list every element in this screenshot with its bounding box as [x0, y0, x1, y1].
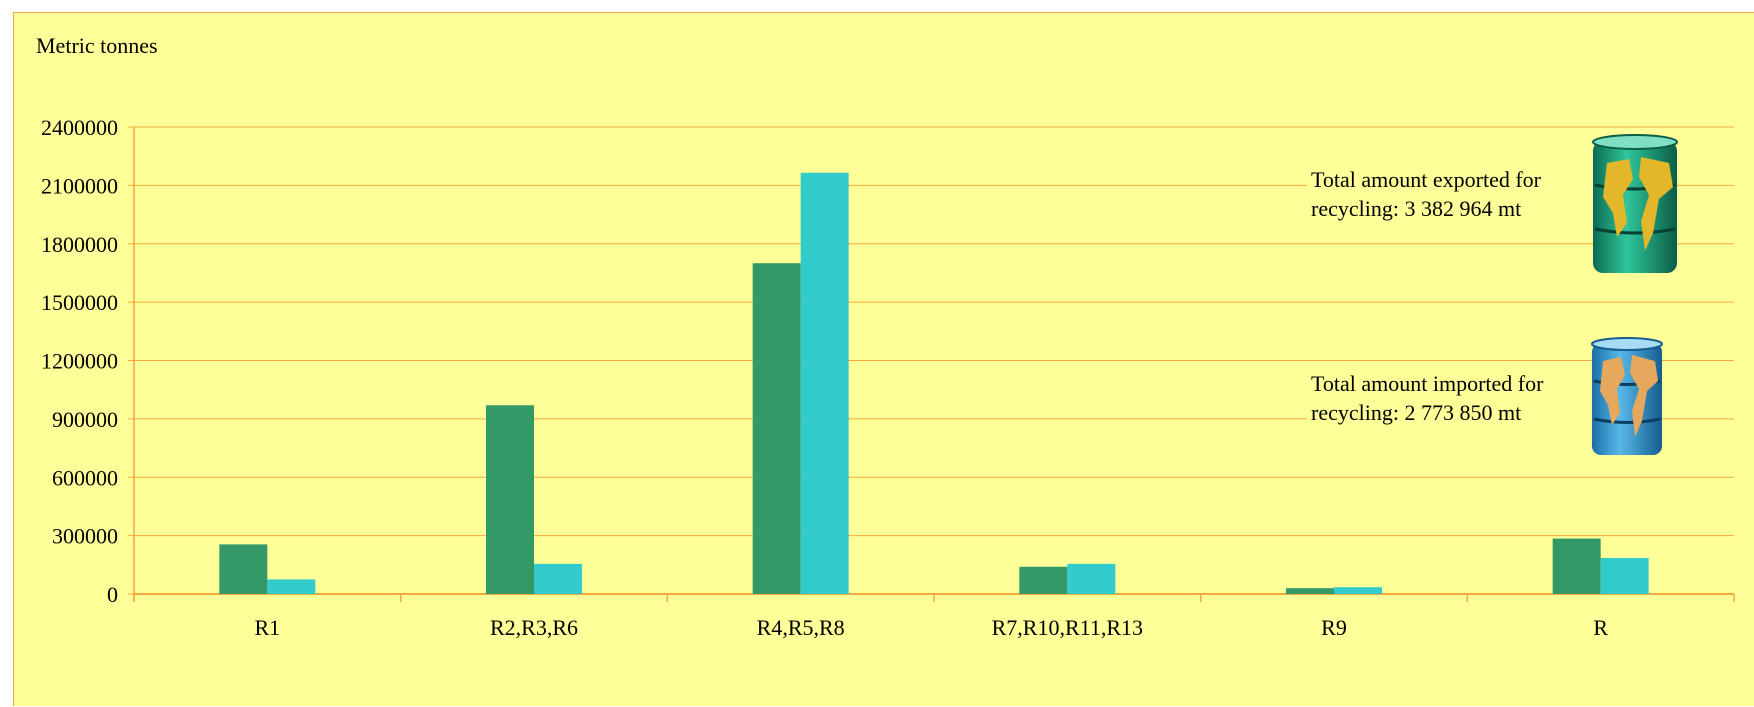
- x-tick-label: R4,R5,R8: [757, 615, 845, 640]
- y-tick-label: 600000: [52, 465, 118, 490]
- x-tick-label: R1: [254, 615, 280, 640]
- bar-series-1: [486, 405, 534, 594]
- bar-chart: 0 300000 600000 900000 1200000 1500000 1800000…: [41, 115, 1735, 640]
- bar-series-2: [534, 563, 582, 594]
- y-tick-label: 300000: [52, 524, 118, 549]
- y-tick-label: 0: [107, 582, 118, 607]
- y-tick-label: 1500000: [41, 290, 118, 315]
- y-axis-title: Metric tonnes: [36, 33, 158, 58]
- y-tick-label: 2100000: [41, 173, 118, 198]
- bar-series-1: [1552, 538, 1601, 594]
- bar-series-1: [1019, 566, 1068, 594]
- import-total-annotation: Total amount imported for recycling: 2 7…: [1307, 369, 1605, 427]
- y-tick-label: 1800000: [41, 232, 118, 257]
- bar-series-2: [267, 579, 316, 594]
- y-tick-label: 900000: [52, 407, 118, 432]
- x-tick-label: R2,R3,R6: [490, 615, 578, 640]
- blue-globe-barrel-icon: [1591, 337, 1663, 455]
- bar-series-2: [1334, 587, 1382, 594]
- green-globe-barrel-icon: [1592, 134, 1678, 273]
- bar-series-2: [1600, 558, 1649, 594]
- bar-series-1: [1286, 588, 1334, 594]
- export-total-annotation: Total amount exported for recycling: 3 3…: [1307, 165, 1605, 223]
- bar-series-2: [1067, 563, 1116, 594]
- bar-series-1: [752, 263, 801, 594]
- bar-series-2: [800, 172, 849, 594]
- x-tick-label: R9: [1321, 615, 1347, 640]
- y-tick-label: 2400000: [41, 115, 118, 140]
- y-tick-label: 1200000: [41, 349, 118, 374]
- chart-area: Metric tonnes 0 300000 600000 900000 1200000…: [13, 12, 1754, 706]
- x-tick-label: R: [1593, 615, 1608, 640]
- x-tick-label: R7,R10,R11,R13: [992, 615, 1143, 640]
- bar-series-1: [219, 544, 268, 594]
